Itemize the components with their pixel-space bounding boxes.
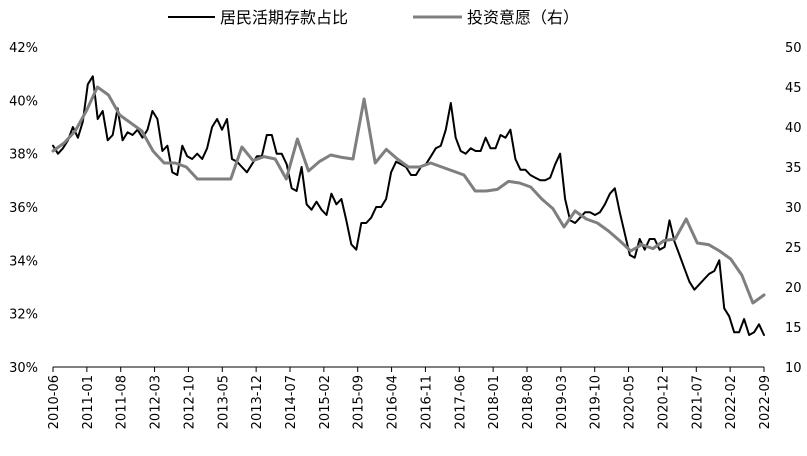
- y-left-tick-label: 30%: [9, 361, 38, 376]
- x-tick-label: 2019-03: [555, 375, 570, 429]
- legend: 居民活期存款占比 投资意愿（右）: [168, 8, 579, 27]
- x-tick-label: 2011-01: [81, 375, 96, 429]
- x-tick-label: 2016-04: [386, 375, 401, 429]
- x-tick-label: 2022-09: [758, 375, 773, 429]
- y-left-tick-label: 42%: [9, 41, 38, 56]
- y-left-tick-label: 36%: [9, 201, 38, 216]
- x-tick-label: 2012-03: [149, 375, 164, 429]
- legend-label-deposit-share: 居民活期存款占比: [220, 8, 348, 27]
- x-tick-label: 2012-10: [182, 375, 197, 429]
- y-right-tick-label: 50: [785, 41, 802, 56]
- x-tick-label: 2013-12: [250, 375, 265, 429]
- x-tick-label: 2021-07: [690, 375, 705, 429]
- series-line-investment-willingness: [51, 85, 766, 305]
- x-tick-label: 2014-07: [284, 375, 299, 429]
- x-tick-label: 2016-11: [419, 375, 434, 429]
- x-tick-label: 2011-08: [115, 375, 130, 429]
- y-right-tick-label: 15: [785, 321, 802, 336]
- y-left-tick-label: 38%: [9, 148, 38, 163]
- y-right-tick-label: 20: [785, 281, 802, 296]
- y-right-tick-label: 10: [785, 361, 802, 376]
- y-right-tick-label: 35: [785, 161, 802, 176]
- x-tick-label: 2015-02: [318, 375, 333, 429]
- y-right-tick-label: 40: [785, 121, 802, 136]
- x-tick-label: 2017-06: [453, 375, 468, 429]
- x-tick-label: 2019-10: [589, 375, 604, 429]
- y-right-tick-label: 25: [785, 241, 802, 256]
- x-tick-label: 2022-02: [724, 375, 739, 429]
- y-left-tick-label: 40%: [9, 94, 38, 109]
- y-right-tick-label: 30: [785, 201, 802, 216]
- x-tick-label: 2020-12: [656, 375, 671, 429]
- y-left-tick-label: 34%: [9, 254, 38, 269]
- y-left-tick-label: 32%: [9, 308, 38, 323]
- series-line-deposit-share: [52, 75, 765, 336]
- legend-label-investment-willingness: 投资意愿（右）: [467, 8, 579, 27]
- x-tick-label: 2018-08: [521, 375, 536, 429]
- x-tick-label: 2013-05: [216, 375, 231, 429]
- series-layer: [51, 75, 766, 336]
- x-tick-label: 2010-06: [47, 375, 62, 429]
- x-tick-label: 2015-09: [352, 375, 367, 429]
- y-right-tick-label: 45: [785, 81, 802, 96]
- axes: 42% 40% 38% 36% 34% 32% 30% 50 45 40 35 30 25 20 15 10 2…: [9, 41, 801, 429]
- x-tick-label: 2018-01: [487, 375, 502, 429]
- x-tick-label: 2020-05: [623, 375, 638, 429]
